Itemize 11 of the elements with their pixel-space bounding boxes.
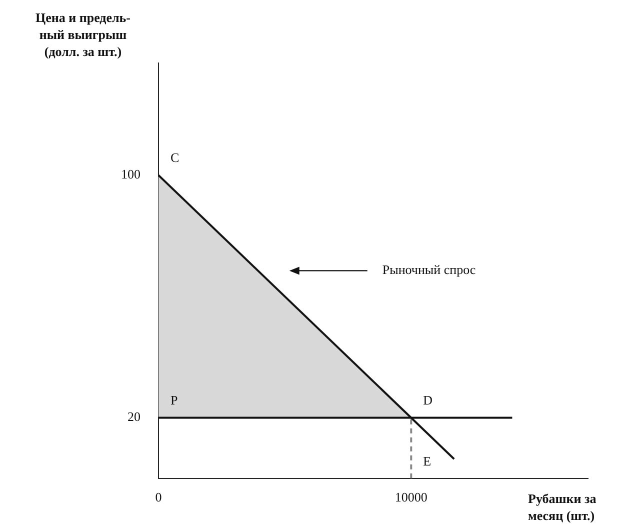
x-axis-title: Рубашки за месяц (шт.) <box>528 490 597 523</box>
annotation: D <box>423 392 433 408</box>
y-axis-title: Цена и предель- ный выигрыш (долл. за шт.) <box>35 10 131 59</box>
x-tick-label: 0 <box>155 490 162 505</box>
annotation: P <box>170 392 178 408</box>
annotation: C <box>170 150 180 166</box>
annotation: Рыночный спрос <box>382 262 476 278</box>
y-tick-label: 100 <box>121 166 140 182</box>
x-tick-label: 10000 <box>394 490 428 505</box>
y-tick-label: 20 <box>128 409 140 424</box>
annotation: E <box>423 453 432 468</box>
